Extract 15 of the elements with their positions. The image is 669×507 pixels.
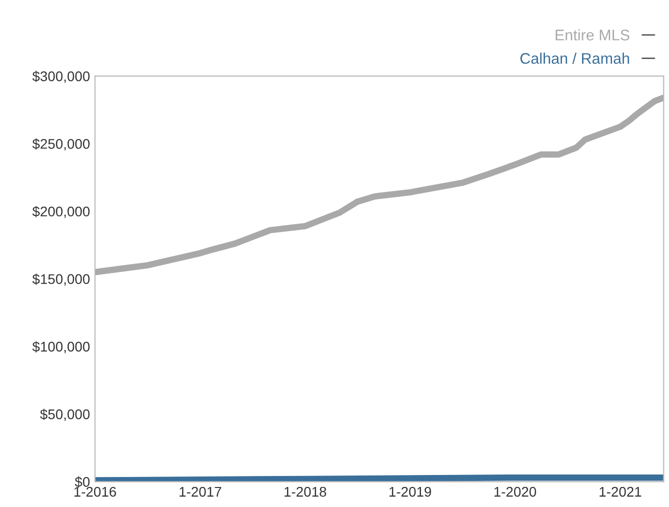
y-tick-label: $300,000 <box>32 70 90 83</box>
x-tick-label: 1-2018 <box>284 486 326 497</box>
x-tick-label: 1-2019 <box>390 486 432 497</box>
x-tick-label: 1-2020 <box>494 486 536 497</box>
y-tick-label: $150,000 <box>32 274 90 286</box>
y-tick-label: $200,000 <box>32 206 90 218</box>
y-tick-label: $250,000 <box>32 138 90 150</box>
x-tick-label: 1-2016 <box>74 486 116 497</box>
x-tick-label: 1-2021 <box>600 486 642 497</box>
x-tick-label: 1-2017 <box>180 486 222 497</box>
text: Calhan / Ramah <box>520 52 630 64</box>
y-tick-label: $0 <box>74 476 90 488</box>
y-tick-label: $50,000 <box>40 408 90 421</box>
text: Entire MLS <box>556 29 630 40</box>
y-tick-label: $100,000 <box>32 341 90 354</box>
